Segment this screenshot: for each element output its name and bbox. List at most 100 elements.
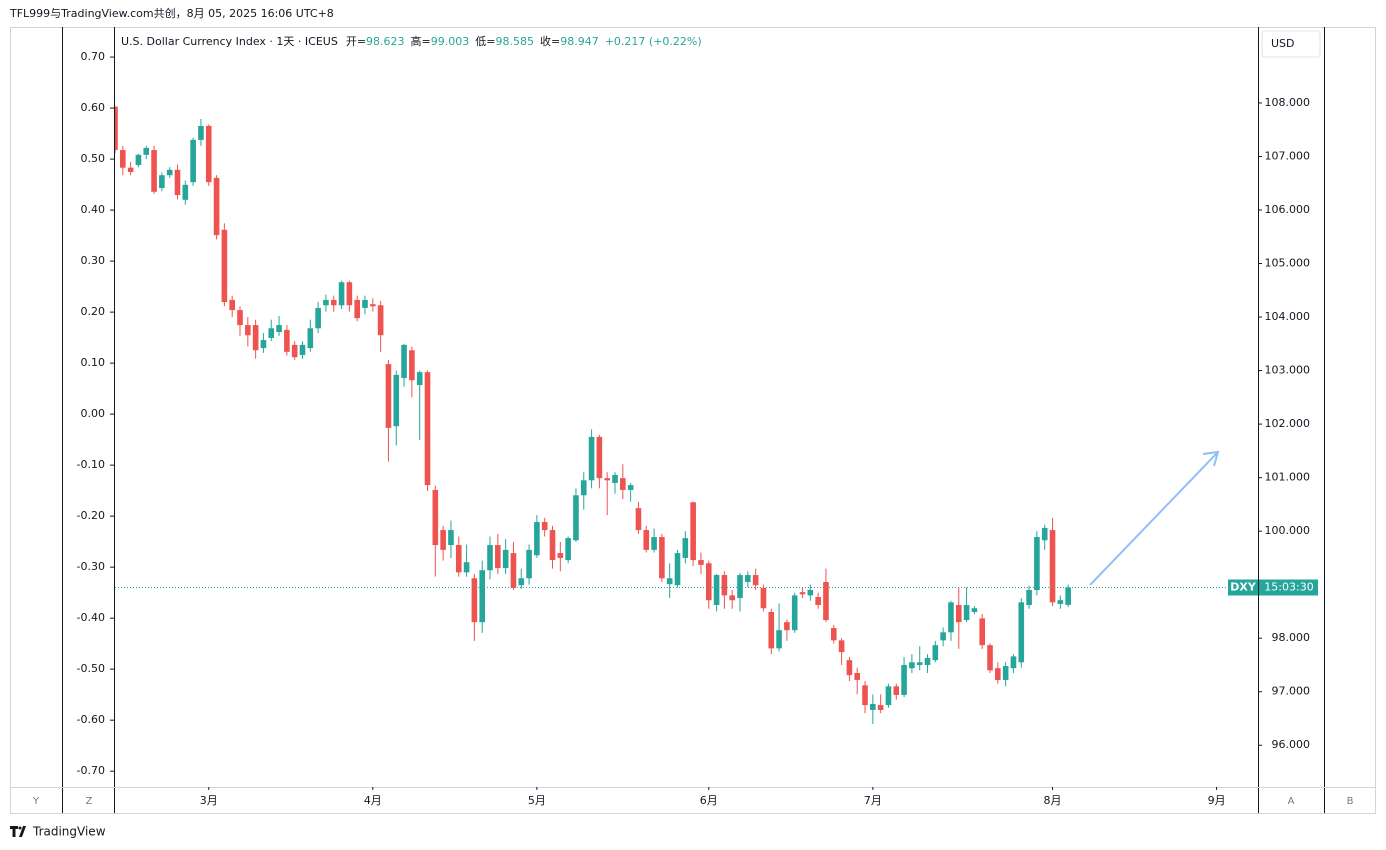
candle-body: [963, 605, 970, 620]
candle-body: [838, 640, 845, 653]
legend-symbol: U.S. Dollar Currency Index · 1天 · ICEUS: [121, 35, 338, 48]
frame: [10, 27, 1376, 814]
countdown: 15:03:30: [1264, 581, 1313, 594]
x-tick-label: 6月: [700, 794, 718, 807]
candle-body: [393, 374, 400, 427]
candle-body: [948, 602, 954, 633]
symbol-tag-bg: [1228, 579, 1258, 596]
candle-body: [166, 169, 173, 176]
trend-arrow-head: [1202, 450, 1220, 467]
candle-body: [409, 350, 415, 381]
legend-value: 99.003: [431, 35, 470, 48]
candle-body: [323, 299, 329, 306]
candle-body: [495, 545, 501, 569]
candle-body: [745, 575, 751, 582]
candle-body: [955, 605, 962, 623]
candle-body: [135, 154, 142, 166]
y-tick-label: 101.000: [1265, 471, 1311, 484]
candle-body: [518, 578, 525, 586]
candle-body: [424, 372, 431, 486]
candle-body: [346, 282, 353, 306]
candle-body: [885, 686, 892, 706]
candle-body: [627, 485, 634, 490]
candle-body: [1065, 587, 1071, 605]
candle-body: [971, 608, 978, 612]
candle-body: [854, 672, 861, 680]
y2-tick-label: 0.70: [81, 50, 106, 63]
candle-body: [174, 169, 181, 196]
candle-body: [635, 508, 642, 531]
currency[interactable]: USD: [1271, 37, 1295, 50]
candle-body: [612, 474, 618, 483]
candle-body: [1002, 666, 1009, 680]
candle-body: [205, 125, 212, 183]
corner-label[interactable]: Y: [32, 796, 40, 807]
legend: U.S. Dollar Currency Index · 1天 · ICEUS 开…: [121, 34, 702, 48]
candle-body: [143, 147, 150, 155]
y-tick-label: 108.000: [1265, 96, 1311, 109]
candle-body: [1049, 530, 1056, 603]
countdown-bg: [1259, 579, 1318, 596]
candle-body: [471, 578, 478, 623]
candle-body: [354, 299, 360, 319]
candle-body: [580, 480, 587, 496]
candle-body: [330, 299, 337, 306]
candle-body: [776, 630, 782, 649]
candle-body: [245, 325, 251, 336]
candle-body: [455, 545, 462, 573]
candle-body: [1034, 537, 1040, 591]
candle-body: [291, 344, 298, 358]
candle-body: [573, 495, 579, 541]
candle-body: [268, 328, 275, 338]
candle-body: [799, 592, 806, 595]
corner-label[interactable]: A: [1288, 796, 1295, 807]
corner-label[interactable]: Z: [86, 796, 93, 807]
currency-box[interactable]: [1261, 30, 1321, 58]
candle-body: [909, 662, 915, 669]
y-tick-label: 100.000: [1265, 524, 1311, 537]
candle-body: [338, 282, 345, 306]
candle-body: [1010, 656, 1017, 669]
candle-body: [487, 545, 493, 571]
corner-label[interactable]: B: [1347, 796, 1354, 807]
candle-body: [901, 664, 907, 695]
candle-body: [682, 538, 689, 558]
y2-tick-label: -0.40: [77, 611, 105, 624]
legend-change: +0.217 (+0.22%): [605, 35, 702, 48]
candle-body: [416, 372, 423, 386]
candle-body: [807, 590, 814, 596]
candle-body: [221, 229, 228, 303]
legend-label: 开=: [346, 35, 366, 48]
candle-body: [315, 307, 321, 329]
legend-text: U.S. Dollar Currency Index · 1天 · ICEUS 开…: [121, 34, 702, 48]
legend-label: 高=: [411, 34, 431, 48]
candle-body: [916, 662, 923, 665]
candle-body: [229, 299, 235, 311]
candle-body: [979, 618, 986, 646]
candle-body: [127, 167, 134, 172]
candle-body: [846, 660, 853, 676]
x-tick-label: 4月: [364, 794, 382, 807]
candle-body: [588, 436, 595, 481]
brand[interactable]: TradingView: [32, 825, 106, 839]
symbol-tag: DXY: [1230, 581, 1257, 594]
candle-body: [549, 530, 556, 561]
candle-body: [377, 305, 384, 336]
y-tick-label: 104.000: [1265, 310, 1311, 323]
y2-tick-label: 0.00: [81, 407, 106, 420]
candle-body: [877, 705, 884, 710]
candle-body: [705, 563, 712, 601]
candle-body: [604, 478, 611, 481]
candle-body: [502, 549, 509, 569]
candle-body: [862, 685, 868, 706]
candle-body: [1026, 590, 1032, 606]
y2-tick-label: -0.50: [77, 662, 105, 675]
candle-body: [1018, 602, 1025, 663]
candle-body: [698, 560, 704, 565]
header: TFL999与TradingView.com共创，8月 05, 2025 16:…: [9, 7, 334, 20]
candle-body: [784, 622, 790, 631]
y2-tick-label: -0.10: [77, 458, 105, 471]
y2-tick-label: 0.50: [81, 152, 106, 165]
trend-arrow: [1089, 451, 1219, 586]
